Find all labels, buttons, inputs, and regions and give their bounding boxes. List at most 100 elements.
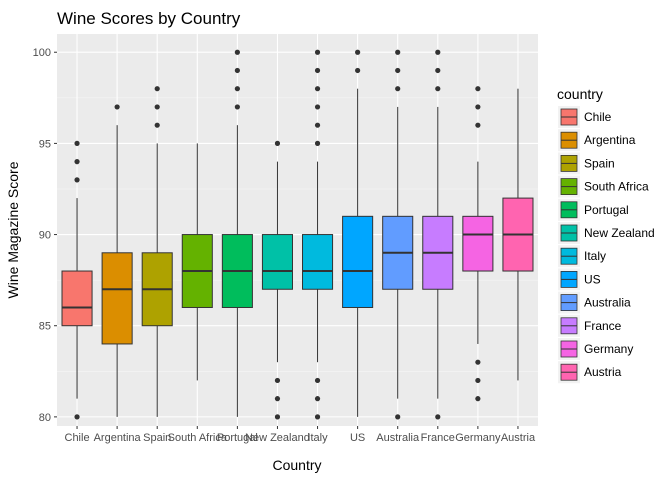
x-tick-label: Argentina bbox=[94, 432, 142, 444]
legend-label: South Africa bbox=[584, 180, 649, 194]
x-tick-label: New Zealand bbox=[245, 432, 310, 444]
outlier-point bbox=[475, 377, 481, 384]
y-axis-title: Wine Magazine Score bbox=[5, 161, 21, 298]
x-tick-label: France bbox=[421, 432, 455, 444]
chart-title: Wine Scores by Country bbox=[57, 9, 241, 28]
outlier-point bbox=[154, 104, 160, 110]
legend-label: Chile bbox=[584, 110, 612, 124]
box-iqr bbox=[302, 234, 334, 290]
outlier-point bbox=[114, 104, 120, 110]
box-chile bbox=[61, 140, 93, 420]
outlier-point bbox=[435, 67, 441, 74]
legend-label: Argentina bbox=[584, 133, 636, 147]
outlier-point bbox=[74, 177, 80, 183]
outlier-point bbox=[74, 140, 80, 146]
outlier-point bbox=[234, 49, 240, 55]
outlier-point bbox=[74, 159, 80, 165]
outlier-point bbox=[274, 377, 281, 384]
outlier-point bbox=[314, 86, 321, 92]
outlier-point bbox=[234, 86, 240, 92]
outlier-point bbox=[475, 104, 481, 110]
legend-item: France bbox=[558, 314, 622, 337]
y-tick-label: 95 bbox=[39, 138, 51, 150]
box-iqr bbox=[342, 215, 374, 308]
y-tick-label: 80 bbox=[39, 412, 51, 424]
outlier-point bbox=[395, 49, 401, 55]
outlier-point bbox=[154, 122, 160, 128]
outlier-point bbox=[355, 67, 361, 74]
outlier-point bbox=[395, 86, 401, 92]
y-tick-label: 85 bbox=[39, 321, 51, 333]
box-south-africa bbox=[181, 143, 213, 381]
x-tick-label: Chile bbox=[65, 432, 90, 444]
box-france bbox=[422, 49, 454, 420]
outlier-point bbox=[314, 104, 321, 110]
legend-label: Australia bbox=[584, 296, 631, 310]
legend-item: Portugal bbox=[558, 198, 629, 221]
box-iqr bbox=[462, 215, 494, 272]
x-tick-label: South Africa bbox=[168, 432, 228, 444]
box-us bbox=[342, 49, 374, 417]
outlier-point bbox=[314, 122, 321, 128]
y-axis-ticks: 80 85 90 95 100 bbox=[33, 47, 57, 424]
legend-item: US bbox=[558, 268, 601, 291]
legend-item: Spain bbox=[558, 152, 615, 175]
legend-item: Germany bbox=[558, 338, 633, 360]
legend-item: Australia bbox=[558, 291, 631, 314]
legend: country Chile Argentina Spain South Africa P… bbox=[557, 86, 655, 384]
outlier-point bbox=[314, 49, 321, 55]
legend-label: Austria bbox=[584, 365, 622, 379]
box-portugal bbox=[221, 49, 253, 417]
box-spain bbox=[141, 86, 173, 417]
box-iqr bbox=[261, 234, 293, 290]
x-tick-label: Portugal bbox=[217, 432, 258, 444]
outlier-point bbox=[314, 396, 321, 402]
legend-item: South Africa bbox=[558, 175, 649, 198]
box-new-zealand bbox=[261, 140, 293, 420]
box-austria bbox=[502, 88, 534, 381]
box-iqr bbox=[61, 270, 93, 327]
box-iqr bbox=[101, 252, 133, 345]
outlier-point bbox=[475, 396, 481, 402]
x-tick-label: Spain bbox=[143, 432, 171, 444]
plot-panel bbox=[57, 34, 538, 426]
outlier-point bbox=[154, 86, 160, 92]
legend-item: Austria bbox=[558, 361, 622, 384]
x-axis-title: Country bbox=[272, 457, 321, 473]
x-tick-label: Austria bbox=[501, 432, 536, 444]
box-series bbox=[61, 49, 534, 420]
outlier-point bbox=[234, 67, 240, 74]
y-tick-label: 100 bbox=[33, 47, 51, 59]
legend-label: Portugal bbox=[584, 203, 629, 217]
legend-label: New Zealand bbox=[584, 226, 655, 240]
outlier-point bbox=[274, 396, 281, 402]
outlier-point bbox=[234, 104, 240, 110]
outlier-point bbox=[395, 67, 401, 74]
box-italy bbox=[302, 49, 334, 420]
legend-item: Chile bbox=[558, 106, 612, 128]
outlier-point bbox=[314, 140, 321, 146]
box-argentina bbox=[101, 104, 133, 417]
outlier-point bbox=[475, 122, 481, 128]
legend-label: US bbox=[584, 272, 601, 286]
outlier-point bbox=[74, 414, 80, 420]
legend-label: Italy bbox=[584, 249, 606, 263]
legend-item: Italy bbox=[558, 245, 606, 268]
x-tick-label: Australia bbox=[376, 432, 420, 444]
outlier-point bbox=[475, 359, 481, 365]
outlier-point bbox=[314, 377, 321, 384]
legend-label: Spain bbox=[584, 156, 615, 170]
outlier-point bbox=[355, 49, 361, 55]
x-tick-label: US bbox=[350, 432, 365, 444]
outlier-point bbox=[274, 414, 281, 420]
outlier-point bbox=[314, 67, 321, 74]
x-tick-label: Italy bbox=[307, 432, 328, 444]
outlier-point bbox=[395, 414, 401, 420]
box-germany bbox=[462, 86, 494, 402]
x-tick-label: Germany bbox=[455, 432, 501, 444]
legend-label: France bbox=[584, 319, 622, 333]
outlier-point bbox=[475, 86, 481, 92]
legend-label: Germany bbox=[584, 342, 633, 356]
